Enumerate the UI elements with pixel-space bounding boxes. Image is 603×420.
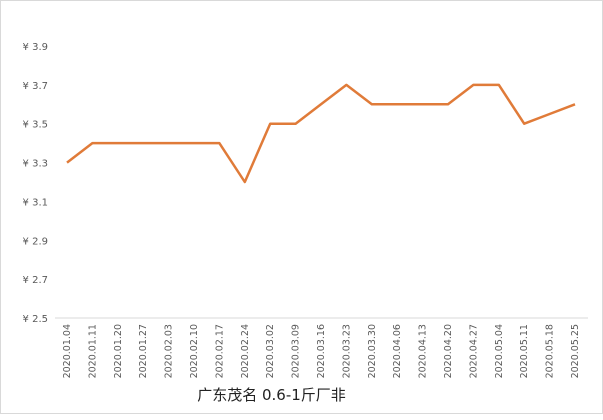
chart-title: 广东茂名 0.6-1斤厂非 [197,386,346,404]
x-tick-label: 2020.04.20 [443,324,454,378]
y-tick-label: ¥ 3.7 [23,81,48,92]
x-tick-label: 2020.02.17 [214,324,225,378]
x-tick-label: 2020.03.09 [291,324,302,378]
x-tick-label: 2020.03.23 [341,324,352,378]
x-tick-label: 2020.03.02 [265,324,276,378]
x-tick-label: 2020.05.04 [494,324,505,378]
x-tick-label: 2020.02.10 [189,324,200,378]
x-tick-label: 2020.05.18 [545,324,556,378]
x-tick-label: 2020.01.27 [138,324,149,378]
x-tick-label: 2020.02.03 [164,324,175,378]
x-tick-label: 2020.04.13 [418,324,429,378]
x-tick-label: 2020.05.11 [519,324,530,378]
y-tick-label: ¥ 3.5 [23,120,48,131]
x-tick-label: 2020.05.25 [570,324,581,378]
price-line [66,83,576,184]
x-tick-label: 2020.03.30 [367,324,378,378]
x-tick-label: 2020.04.27 [468,324,479,378]
y-tick-label: ¥ 2.9 [23,236,48,247]
x-tick-label: 2020.04.06 [392,324,403,378]
x-tick-label: 2020.01.20 [113,324,124,378]
y-tick-label: ¥ 3.9 [23,42,48,53]
x-tick-label: 2020.01.04 [62,324,73,378]
x-tick-label: 2020.01.11 [87,324,98,378]
y-tick-label: ¥ 2.7 [23,275,48,286]
y-tick-label: ¥ 3.3 [23,159,48,170]
x-tick-label: 2020.02.24 [240,324,251,378]
y-tick-label: ¥ 3.1 [23,197,48,208]
x-tick-label: 2020.03.16 [316,324,327,378]
y-tick-label: ¥ 2.5 [23,314,48,325]
